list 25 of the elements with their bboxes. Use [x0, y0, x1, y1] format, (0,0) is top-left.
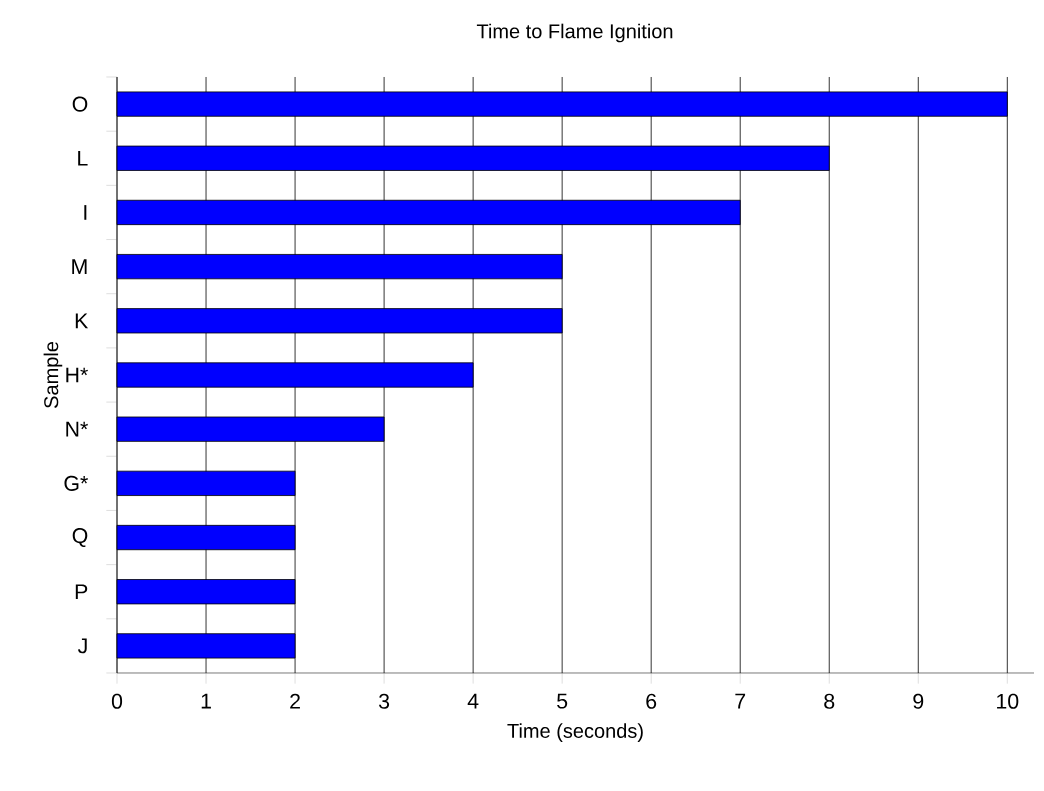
y-tick-label: H*	[66, 367, 88, 383]
x-tick-label: 9	[913, 693, 924, 709]
y-tick-label: L	[78, 150, 88, 166]
y-tick-label: I	[84, 205, 87, 220]
y-tick-label: J	[77, 638, 87, 654]
y-tick-label: K	[75, 313, 89, 329]
y-tick-label: G*	[64, 475, 88, 491]
x-tick-label: 1	[201, 693, 211, 709]
y-tick-label: M	[72, 259, 87, 274]
chart-title: Time to Flame Ignition	[476, 23, 673, 43]
x-tick-label: 2	[290, 693, 300, 709]
y-axis-title: Sample	[43, 341, 63, 408]
x-tick-label: 6	[646, 693, 657, 709]
x-tick-label: 3	[378, 693, 390, 709]
x-tick-label: 10	[997, 693, 1019, 709]
x-tick-label: 4	[467, 693, 479, 709]
x-tick-label: 5	[557, 693, 568, 709]
x-tick-label: 8	[824, 693, 835, 709]
y-tick-label: Q	[72, 528, 88, 548]
y-tick-label: N*	[66, 421, 88, 437]
x-tick-label: 0	[111, 693, 123, 709]
x-tick-label: 7	[735, 693, 746, 709]
y-tick-label: O	[72, 96, 88, 112]
y-tick-label: P	[75, 584, 88, 600]
x-axis-title: Time (seconds)	[507, 723, 643, 742]
